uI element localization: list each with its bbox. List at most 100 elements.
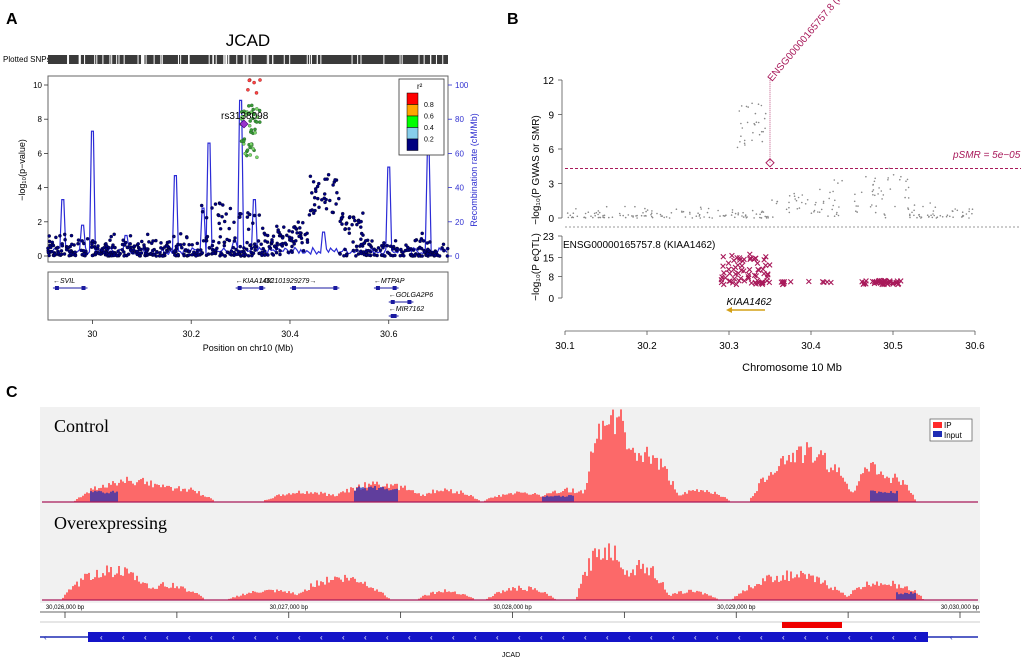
snp-point (158, 251, 162, 255)
ip-coverage-bar (842, 592, 844, 600)
ip-coverage-bar (772, 474, 774, 502)
ip-coverage-bar (122, 575, 124, 600)
ip-coverage-bar (112, 577, 114, 600)
snp-point (348, 215, 352, 219)
gwas-point (916, 216, 918, 219)
gene-strand-chevron: ‹ (474, 633, 477, 642)
gene-strand-chevron: ‹ (254, 633, 257, 642)
gwas-point (771, 199, 773, 201)
gwas-point-peak (743, 139, 746, 142)
ip-coverage-bar (432, 591, 434, 600)
gwas-point-peak (758, 133, 761, 136)
input-coverage-bar (380, 487, 382, 502)
snp-point (222, 219, 227, 224)
ip-coverage-bar (616, 417, 618, 502)
snp-point (220, 252, 224, 257)
snp-point (335, 190, 339, 195)
snp-point (297, 234, 301, 239)
input-coverage-bar (358, 486, 360, 502)
ip-coverage-bar (424, 594, 426, 600)
ip-coverage-bar (712, 494, 714, 502)
gene-label: ←MTPAP (374, 278, 405, 285)
snp-point-high-ld (247, 123, 252, 128)
ip-coverage-bar (436, 592, 438, 600)
gwas-point (814, 203, 816, 206)
ip-coverage-bar (148, 588, 150, 600)
ip-coverage-bar (786, 570, 788, 600)
ip-coverage-bar (144, 583, 146, 600)
ip-coverage-bar (306, 491, 308, 502)
ip-coverage-bar (150, 480, 152, 502)
gwas-point (569, 214, 572, 217)
plotted-snps-gap (153, 55, 155, 64)
ip-coverage-bar (246, 593, 248, 600)
ip-coverage-bar (288, 591, 290, 600)
snp-point (49, 249, 54, 254)
ip-coverage-bar (886, 476, 888, 502)
ip-coverage-bar (292, 592, 294, 600)
ip-coverage-bar (444, 488, 446, 502)
ip-coverage-bar (822, 455, 824, 502)
snp-point-high-ld (251, 116, 255, 121)
ip-coverage-bar (178, 486, 180, 502)
plotted-snps-gap (225, 55, 227, 64)
gwas-point (689, 213, 691, 215)
input-coverage-bar (554, 495, 556, 502)
ip-coverage-bar (92, 579, 94, 600)
gene-exon (54, 286, 59, 290)
snp-point (217, 213, 221, 218)
plotted-snps-gap (430, 55, 432, 64)
plotted-snps-gap (399, 55, 401, 64)
plotted-snps-gap (272, 55, 274, 64)
gwas-point (644, 207, 646, 210)
gene-strand-chevron: ‹ (364, 633, 367, 642)
snp-point (301, 220, 305, 225)
ip-coverage-bar (668, 480, 670, 502)
ip-coverage-bar (812, 575, 814, 600)
ip-coverage-bar (838, 590, 840, 600)
ip-coverage-bar (528, 586, 530, 600)
input-coverage-bar (558, 495, 560, 502)
ip-coverage-bar (876, 474, 878, 502)
ip-coverage-bar (784, 579, 786, 600)
gwas-point (594, 214, 596, 217)
gwas-point (698, 215, 701, 217)
ip-coverage-bar (596, 557, 598, 600)
ip-coverage-bar (670, 595, 672, 600)
gene-label: ←MIR7162 (389, 306, 425, 313)
ip-coverage-bar (860, 589, 862, 600)
ip-coverage-bar (468, 495, 470, 502)
plotted-snps-gap (360, 55, 362, 64)
ip-coverage-bar (74, 584, 76, 600)
ip-coverage-bar (138, 480, 140, 502)
ip-coverage-bar (170, 487, 172, 502)
snp-point (112, 253, 116, 258)
gwas-point (650, 213, 652, 216)
ip-coverage-bar (312, 586, 314, 600)
plotted-snps-gap (68, 55, 70, 64)
gwas-point (719, 215, 721, 217)
gene-strand-chevron: ‹ (892, 633, 895, 642)
gwas-point (933, 214, 935, 217)
input-legend-swatch (933, 431, 942, 437)
ip-coverage-bar (134, 485, 136, 502)
snp-point (96, 251, 101, 256)
ip-coverage-bar (584, 571, 586, 600)
gwas-point (660, 215, 662, 217)
ip-coverage-bar (818, 577, 820, 600)
snp-point (154, 238, 158, 243)
ip-coverage-bar (694, 491, 696, 502)
snp-point (221, 203, 225, 207)
gwas-point (894, 205, 896, 208)
gwas-point (913, 209, 915, 212)
ip-coverage-bar (794, 577, 796, 600)
snp-point (122, 254, 126, 258)
r2-legend-tick: 0.8 (424, 102, 434, 109)
ip-coverage-bar (676, 593, 678, 600)
input-coverage-bar (390, 490, 392, 502)
snp-point (67, 253, 71, 258)
ip-coverage-bar (646, 567, 648, 600)
snp-point (343, 247, 347, 252)
ip-coverage-bar (920, 595, 922, 600)
ip-coverage-bar (778, 581, 780, 600)
